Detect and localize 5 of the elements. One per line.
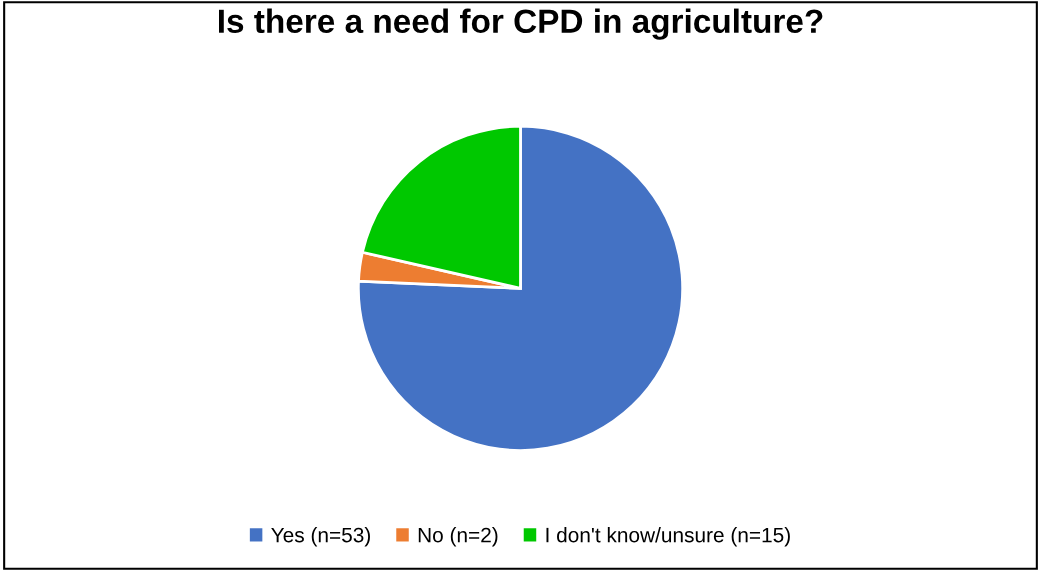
legend-label: Yes (n=53)	[271, 527, 370, 547]
legend-label: I don't know/unsure (n=15)	[546, 527, 790, 547]
legend-label: No (n=2)	[418, 527, 498, 547]
chart-title: Is there a need for CPD in agriculture?	[218, 8, 823, 40]
pie-slice	[356, 124, 685, 452]
